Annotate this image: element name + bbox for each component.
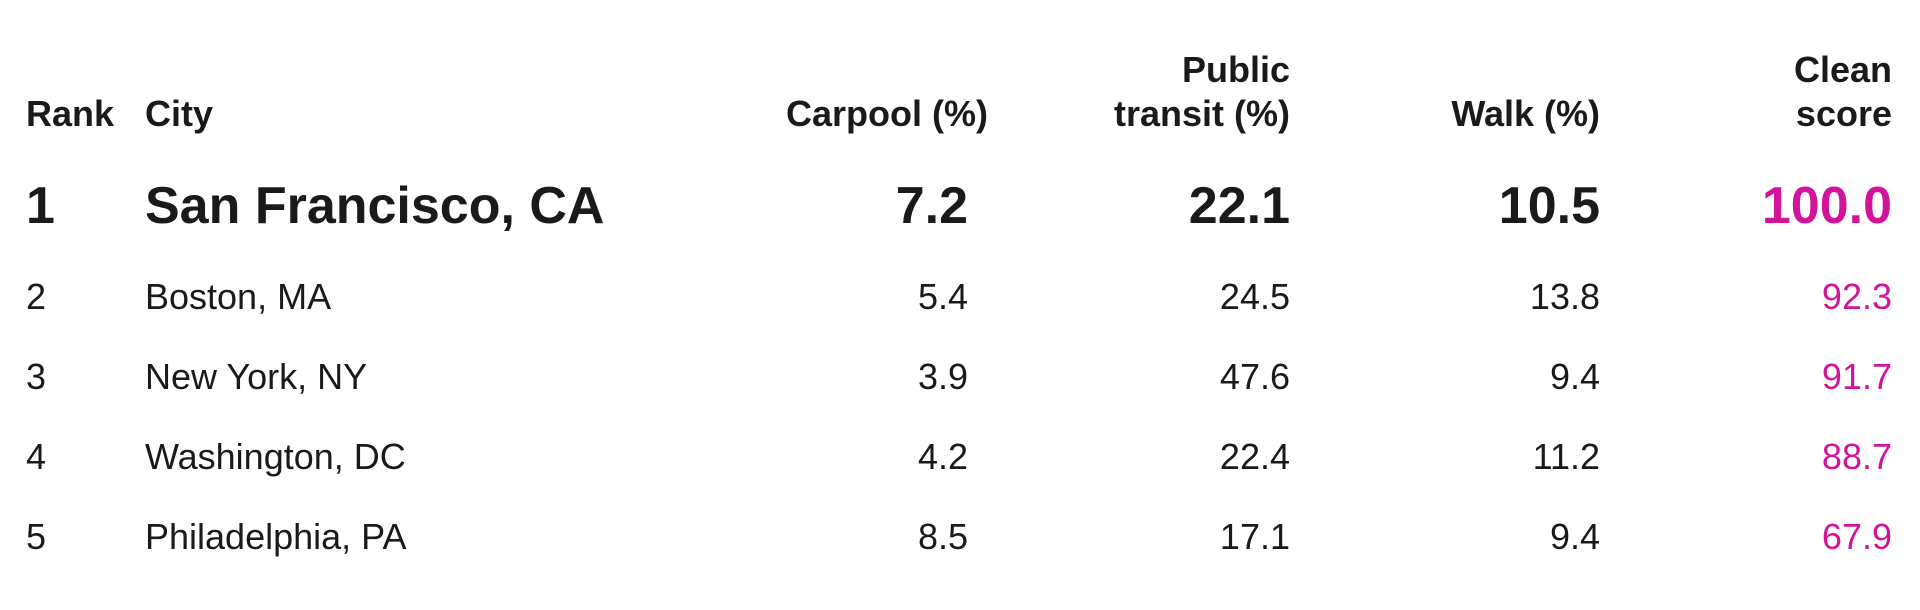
header-rank: Rank xyxy=(26,93,115,134)
cell-transit: 17.1 xyxy=(1219,516,1290,557)
cell-rank: 5 xyxy=(26,516,47,557)
cell-score: 67.9 xyxy=(1821,516,1892,557)
cell-score: 88.7 xyxy=(1821,436,1892,477)
cell-city: Washington, DC xyxy=(145,436,406,477)
header-transit-line1: Public xyxy=(1181,49,1290,90)
cell-carpool: 5.4 xyxy=(917,276,968,317)
cell-city: Boston, MA xyxy=(145,276,332,317)
cell-walk: 13.8 xyxy=(1529,276,1600,317)
header-score-line1: Clean xyxy=(1793,49,1892,90)
cell-walk: 9.4 xyxy=(1549,516,1600,557)
header-score-line2: score xyxy=(1795,93,1892,134)
cell-carpool: 7.2 xyxy=(895,177,968,235)
cell-rank: 1 xyxy=(26,177,55,235)
header-score: Clean score xyxy=(1640,48,1892,136)
cell-transit: 22.1 xyxy=(1188,177,1290,235)
cell-walk: 9.4 xyxy=(1549,356,1600,397)
cell-score: 100.0 xyxy=(1761,177,1892,235)
cell-score: 91.7 xyxy=(1821,356,1892,397)
cell-rank: 3 xyxy=(26,356,47,397)
cell-walk: 10.5 xyxy=(1498,177,1600,235)
cell-rank: 2 xyxy=(26,276,47,317)
header-transit-line2: transit (%) xyxy=(1113,93,1290,134)
cell-transit: 24.5 xyxy=(1219,276,1290,317)
cell-city: Philadelphia, PA xyxy=(145,516,407,557)
cell-city: New York, NY xyxy=(145,356,368,397)
cell-score: 92.3 xyxy=(1821,276,1892,317)
cell-walk: 11.2 xyxy=(1532,436,1600,477)
cell-carpool: 8.5 xyxy=(917,516,968,557)
cell-transit: 22.4 xyxy=(1219,436,1290,477)
header-carpool: Carpool (%) xyxy=(786,93,988,134)
cell-carpool: 4.2 xyxy=(917,436,968,477)
cell-city: San Francisco, CA xyxy=(145,177,605,235)
cell-transit: 47.6 xyxy=(1219,356,1290,397)
header-walk: Walk (%) xyxy=(1451,93,1600,134)
header-transit: Public transit (%) xyxy=(980,48,1290,136)
cell-rank: 4 xyxy=(26,436,47,477)
cell-carpool: 3.9 xyxy=(917,356,968,397)
header-city: City xyxy=(145,93,214,134)
